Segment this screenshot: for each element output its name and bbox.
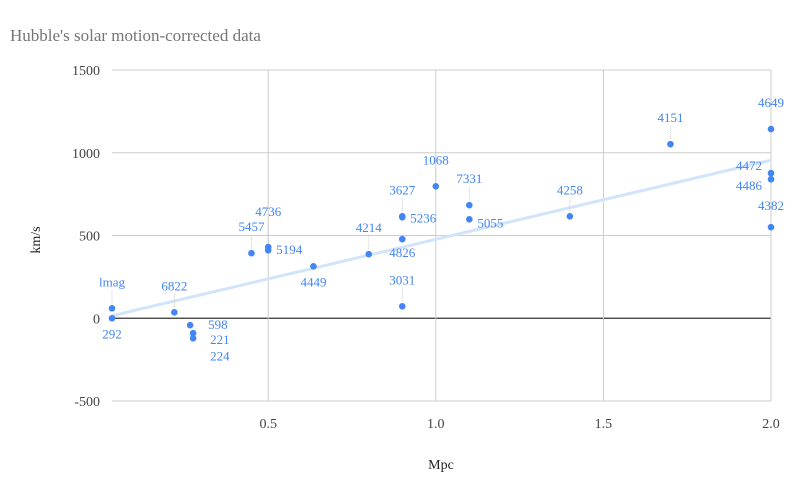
- data-point: [432, 183, 440, 190]
- data-points: [108, 125, 775, 342]
- y-tick-label: 0: [93, 312, 100, 327]
- data-point: [466, 215, 473, 223]
- point-label: 598: [208, 317, 228, 332]
- data-point: [398, 213, 406, 221]
- data-point: [108, 305, 116, 312]
- data-point: [767, 169, 775, 177]
- y-tick-label: -500: [74, 395, 100, 410]
- x-tick-label: 0.5: [259, 417, 277, 432]
- tick-labels: -500 0 500 1000 1500 0.5 1.0 1.5 2.0: [72, 64, 780, 432]
- gridlines: [112, 69, 772, 402]
- data-point: [365, 250, 373, 258]
- data-point: [398, 235, 406, 243]
- point-label: 5457: [238, 219, 265, 234]
- point-label: 221: [210, 332, 230, 347]
- y-tick-label: 1500: [72, 64, 100, 79]
- y-tick-label: 1000: [72, 147, 100, 162]
- x-tick-label: 1.0: [427, 417, 445, 432]
- data-point: [108, 314, 116, 322]
- data-point: [398, 303, 406, 310]
- point-label: 4151: [657, 110, 683, 125]
- point-label: 4382: [758, 198, 784, 213]
- data-point: [189, 329, 197, 337]
- point-label: 292: [102, 326, 122, 341]
- data-point: [248, 249, 255, 257]
- x-tick-label: 2.0: [762, 417, 780, 432]
- point-label: 4214: [356, 220, 383, 235]
- point-label: lmag: [99, 274, 125, 289]
- point-label: 5194: [276, 242, 303, 257]
- data-point: [310, 262, 317, 270]
- data-point: [767, 125, 775, 133]
- point-label: 3627: [389, 182, 416, 197]
- data-point: [189, 334, 197, 342]
- data-point: [466, 201, 473, 209]
- y-tick-label: 500: [79, 230, 100, 245]
- y-axis-label: km/s: [29, 226, 44, 253]
- point-label: 4486: [736, 178, 763, 193]
- point-label: 4472: [736, 158, 762, 173]
- data-point: [264, 246, 272, 254]
- data-point: [667, 140, 674, 148]
- data-point: [186, 321, 194, 329]
- point-label: 5236: [410, 210, 437, 225]
- point-label: 224: [210, 348, 230, 363]
- point-label: 1068: [423, 152, 449, 167]
- point-label: 4826: [389, 245, 416, 260]
- x-tick-label: 1.5: [595, 417, 613, 432]
- point-label: 5055: [477, 215, 503, 230]
- x-axis-label: Mpc: [428, 458, 454, 473]
- point-label: 6822: [161, 278, 187, 293]
- point-label: 4258: [557, 182, 583, 197]
- data-point: [767, 223, 775, 231]
- point-label: 4736: [255, 204, 282, 219]
- data-point: [767, 175, 775, 183]
- point-label: 3031: [389, 272, 415, 287]
- data-point: [566, 213, 574, 220]
- data-point: [171, 308, 178, 316]
- point-label: 7331: [456, 171, 482, 186]
- point-label: 4649: [758, 95, 784, 110]
- trendline: [111, 158, 772, 318]
- chart-title: Hubble's solar motion-corrected data: [10, 26, 261, 45]
- point-label: 4449: [300, 274, 326, 289]
